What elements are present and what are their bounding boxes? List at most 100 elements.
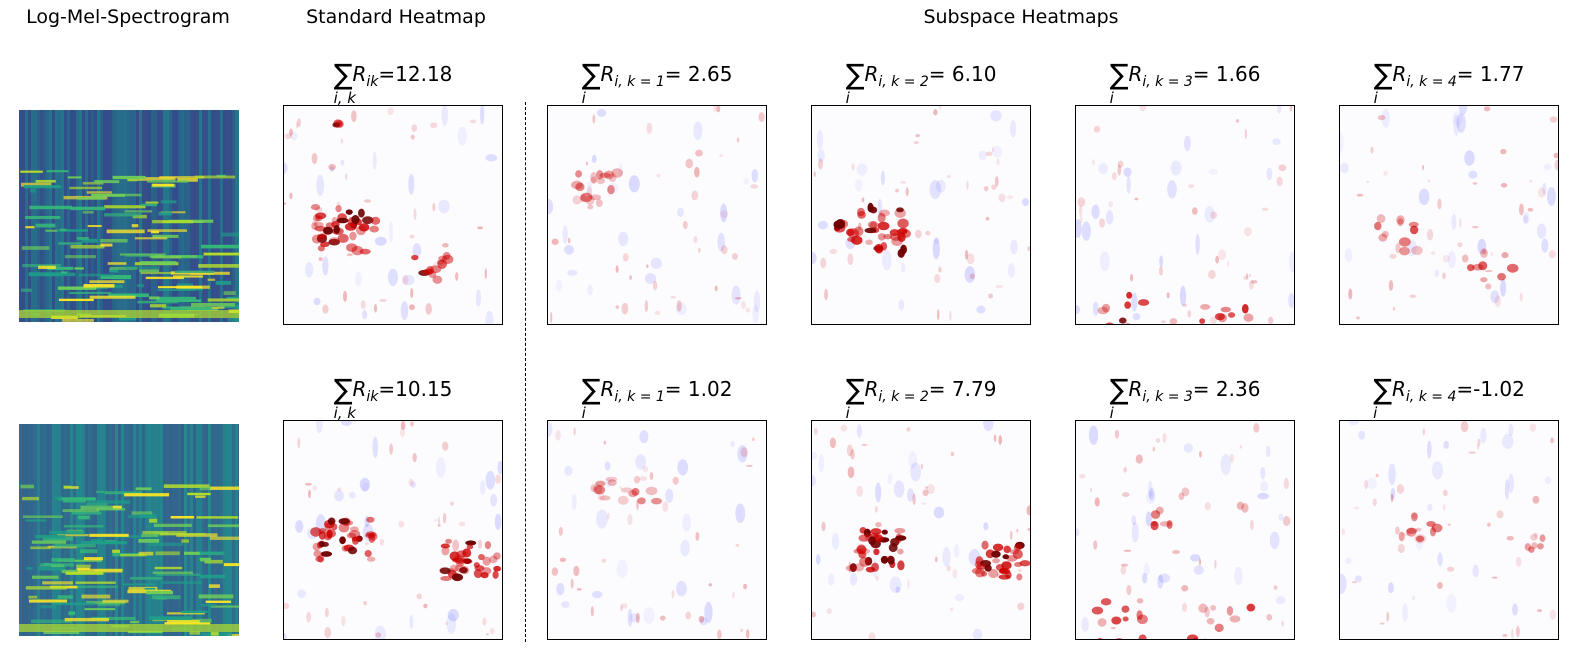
positive-relevance-blob [1183,303,1187,307]
positive-relevance-blob [349,529,361,539]
positive-relevance-blob [670,296,677,299]
positive-relevance-blob [1457,242,1463,248]
positive-relevance-blob [1396,215,1405,225]
negative-relevance-blob [817,149,825,163]
positive-relevance-blob [1527,207,1534,212]
positive-relevance-blob [594,485,606,495]
positive-relevance-blob [1155,437,1161,443]
positive-relevance-blob [821,521,826,532]
positive-relevance-blob [304,482,313,486]
positive-relevance-blob [991,146,995,153]
negative-relevance-blob [1010,239,1018,255]
negative-relevance-blob [1381,108,1390,128]
relevance-symbol: R [1128,62,1143,86]
positive-relevance-blob [1406,531,1411,537]
positive-relevance-blob [1496,510,1504,519]
positive-relevance-blob [416,593,422,600]
positive-relevance-blob [868,536,876,545]
positive-relevance-blob [1553,152,1558,159]
positive-relevance-blob [432,202,436,212]
positive-relevance-blob [592,484,603,495]
positive-relevance-blob [452,539,460,552]
positive-relevance-blob [1442,489,1448,497]
positive-relevance-blob [1166,520,1173,529]
positive-relevance-blob [1399,246,1410,256]
positive-relevance-blob [995,284,1004,289]
positive-relevance-blob [458,521,466,527]
positive-relevance-blob [845,564,858,572]
positive-relevance-blob [620,604,623,612]
positive-relevance-blob [575,170,583,178]
sum-subscript: i [581,404,586,422]
negative-relevance-blob [1278,513,1284,521]
positive-relevance-blob [1150,510,1161,519]
sum-subscript: i [1373,404,1378,422]
positive-relevance-blob [398,520,405,528]
positive-relevance-blob [567,237,571,244]
positive-relevance-blob [676,300,682,312]
sum-subscript: i [845,404,850,422]
positive-relevance-blob [297,437,301,449]
relevance-value: = 1.66 [1192,62,1261,86]
positive-relevance-blob [1137,299,1150,306]
negative-relevance-blob [408,173,415,195]
negative-relevance-blob [1076,219,1082,239]
positive-relevance-blob [1217,629,1220,633]
positive-relevance-blob [1239,445,1242,449]
positive-relevance-blob [966,180,969,191]
negative-relevance-blob [717,232,725,252]
positive-relevance-blob [685,611,692,620]
positive-relevance-blob [409,421,414,427]
positive-relevance-blob [1502,633,1508,637]
positive-relevance-blob [1198,558,1202,566]
positive-relevance-blob [590,194,602,201]
positive-relevance-blob [1091,606,1104,615]
positive-relevance-blob [1411,513,1418,519]
negative-relevance-blob [1354,575,1362,583]
negative-relevance-blob [548,198,554,215]
negative-relevance-blob [1157,574,1164,589]
positive-relevance-blob [1250,279,1258,284]
negative-relevance-blob [1260,480,1269,492]
positive-relevance-blob [482,556,491,566]
positive-relevance-blob [358,223,370,232]
positive-relevance-blob [1241,304,1249,314]
positive-relevance-blob [1016,573,1023,581]
positive-relevance-blob [469,119,477,124]
positive-relevance-blob [998,435,1003,445]
positive-relevance-blob [1226,605,1234,616]
positive-relevance-blob [351,110,357,123]
positive-relevance-blob [1511,628,1514,639]
negative-relevance-blob [355,272,362,287]
positive-relevance-blob [601,558,607,563]
positive-relevance-blob [1014,561,1023,568]
positive-relevance-blob [621,603,628,609]
positive-relevance-blob [879,209,890,217]
positive-relevance-blob [966,253,975,265]
negative-relevance-blob [1091,204,1100,220]
positive-relevance-blob [881,529,888,535]
negative-relevance-blob [1434,269,1440,278]
positive-relevance-blob [1002,554,1010,560]
positive-relevance-blob [312,542,321,551]
positive-relevance-blob [996,158,1000,166]
positive-relevance-blob [1229,453,1235,463]
negative-relevance-blob [699,617,708,626]
positive-relevance-blob [482,617,487,626]
negative-relevance-blob [1543,163,1552,171]
negative-relevance-blob [817,220,829,230]
positive-relevance-blob [450,501,455,506]
negative-relevance-blob [1269,531,1280,550]
positive-relevance-blob [635,612,640,624]
negative-relevance-blob [743,178,750,185]
positive-relevance-blob [649,471,654,480]
positive-relevance-blob [1218,249,1227,261]
positive-relevance-blob [907,579,910,590]
positive-relevance-blob [1415,527,1422,532]
positive-relevance-blob [441,254,454,264]
negative-relevance-blob [361,482,369,492]
positive-relevance-blob [952,568,958,579]
positive-relevance-blob [976,564,987,570]
positive-relevance-blob [913,141,919,144]
positive-relevance-blob [628,490,638,498]
